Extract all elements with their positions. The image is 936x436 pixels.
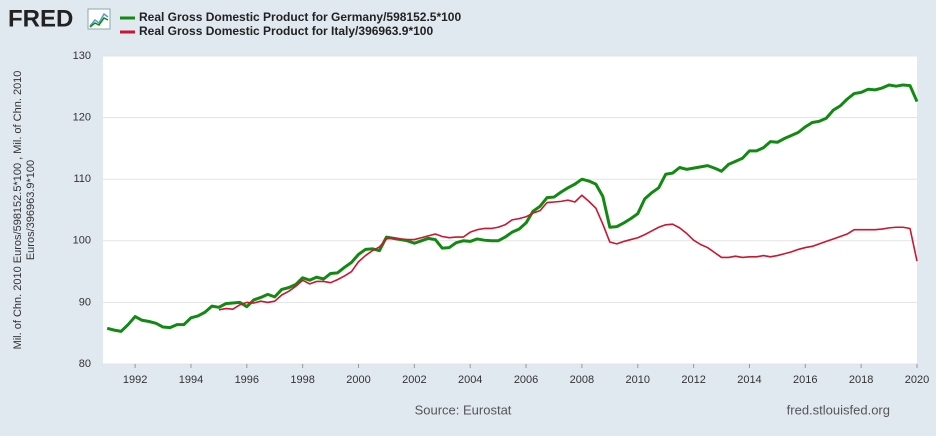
y-tick-label: 130	[73, 50, 91, 62]
y-axis-label-line: Mil. of Chn. 2010 Euros/598152.5*100 , M…	[12, 71, 24, 350]
logo: FRED	[8, 5, 73, 32]
x-tick-label: 2016	[793, 374, 817, 386]
series-line	[218, 194, 918, 311]
x-tick-label: 1994	[179, 374, 203, 386]
y-tick-label: 120	[73, 112, 91, 124]
legend-label: Real Gross Domestic Product for Italy/39…	[139, 24, 433, 38]
y-tick-label: 80	[79, 358, 91, 370]
y-tick-label: 100	[73, 235, 91, 247]
site: fred.stlouisfed.org	[787, 402, 890, 417]
x-tick-label: 2020	[905, 374, 929, 386]
plot-area	[103, 56, 917, 364]
x-tick-label: 2004	[458, 374, 482, 386]
x-tick-label: 2012	[681, 374, 705, 386]
x-tick-label: 1996	[235, 374, 259, 386]
x-tick-label: 2006	[514, 374, 538, 386]
x-tick-label: 2010	[626, 374, 650, 386]
logo-icon	[87, 8, 111, 30]
x-tick-label: 2014	[737, 374, 761, 386]
x-tick-label: 1992	[123, 374, 147, 386]
x-tick-label: 2000	[346, 374, 370, 386]
x-tick-label: 2018	[849, 374, 873, 386]
x-tick-label: 2008	[570, 374, 594, 386]
x-tick-label: 1998	[290, 374, 314, 386]
y-axis-label-line: Euros/396963.9*100	[25, 160, 37, 260]
y-tick-label: 90	[79, 296, 91, 308]
x-tick-label: 2002	[402, 374, 426, 386]
source: Source: Eurostat	[415, 402, 512, 417]
y-axis-label: Mil. of Chn. 2010 Euros/598152.5*100 , M…	[12, 71, 37, 350]
legend-label: Real Gross Domestic Product for Germany/…	[139, 10, 461, 24]
y-tick-label: 110	[73, 173, 91, 185]
